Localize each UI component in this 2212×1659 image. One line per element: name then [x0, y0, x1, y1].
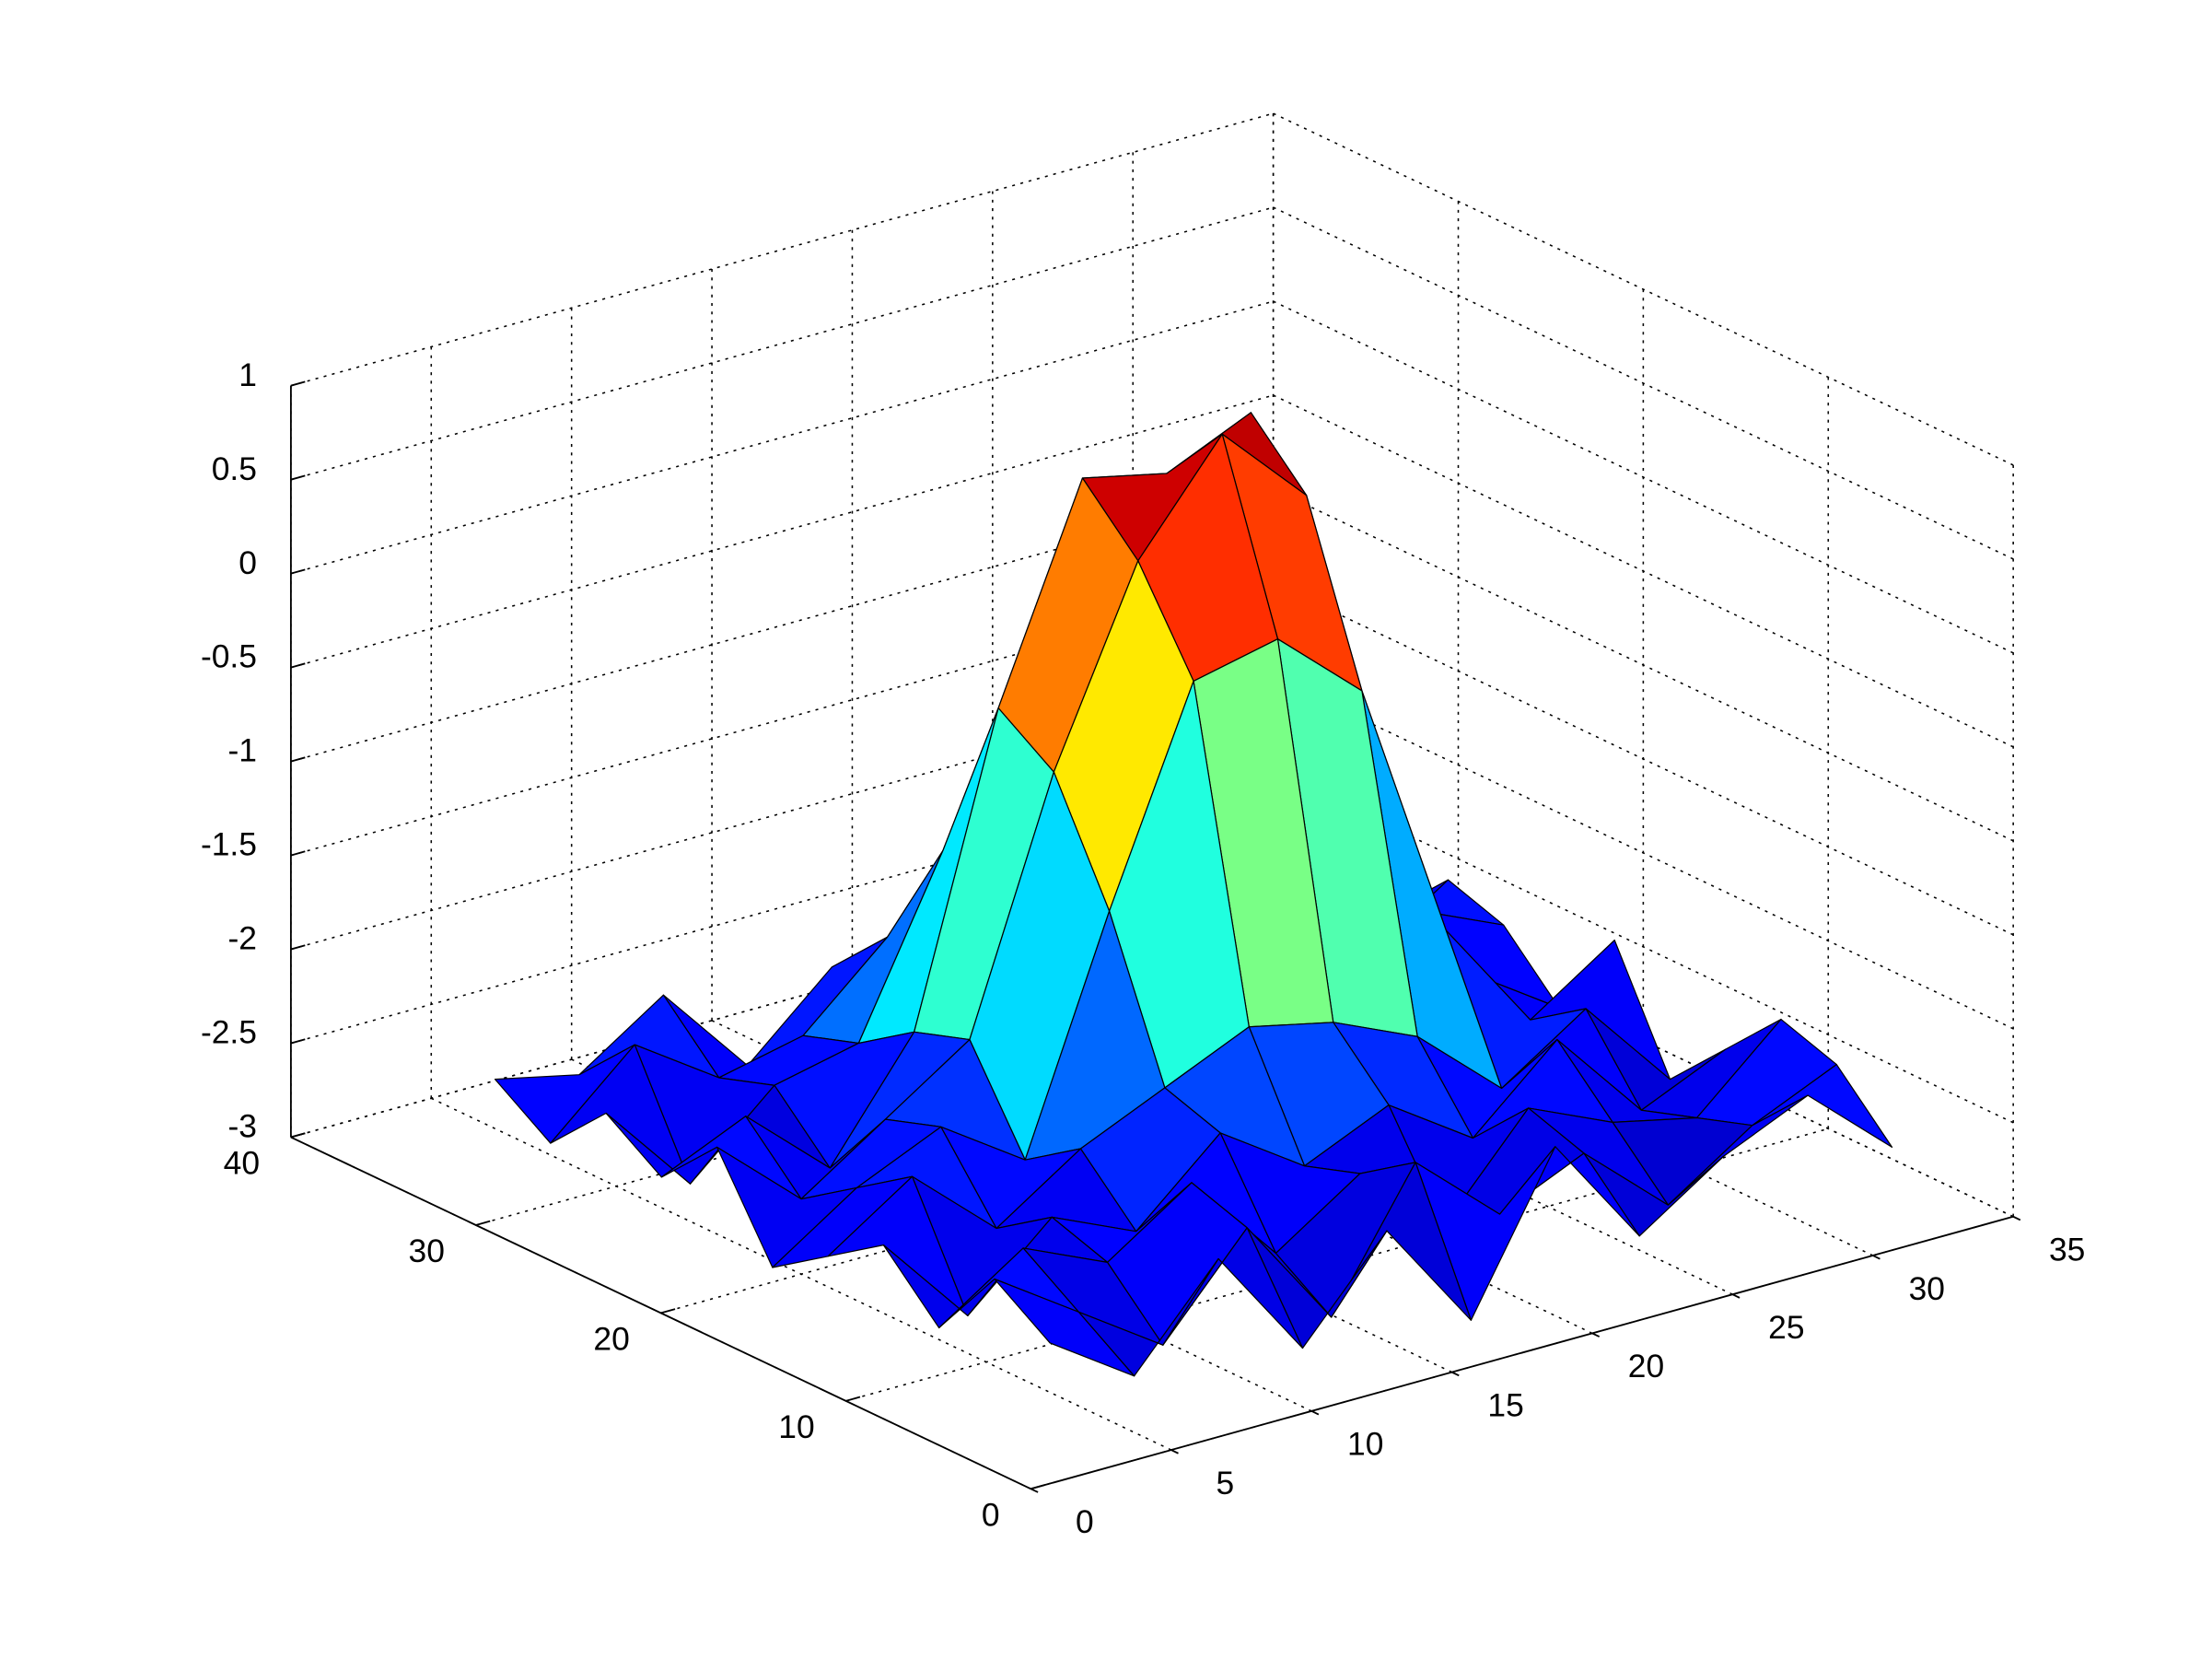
- y-tick: [660, 1308, 676, 1314]
- x-tick-label: 35: [2049, 1232, 2085, 1268]
- z-tick-label: -2: [227, 920, 256, 957]
- z-tick: [290, 850, 306, 857]
- grid-line: [1273, 300, 2014, 654]
- z-tick: [290, 944, 306, 951]
- x-tick: [1030, 1488, 1039, 1493]
- z-tick: [290, 662, 306, 669]
- z-tick-label: -1.5: [201, 826, 257, 863]
- grid-line: [1273, 206, 2014, 560]
- z-tick-label: -3: [227, 1108, 256, 1145]
- z-tick-label: 0: [239, 544, 257, 581]
- y-tick-label: 0: [982, 1496, 1000, 1533]
- x-tick: [1170, 1449, 1179, 1455]
- z-tick-label: -1: [227, 732, 256, 769]
- x-tick: [2012, 1215, 2021, 1221]
- surface: [494, 412, 1893, 1377]
- x-tick-label: 10: [1347, 1426, 1383, 1463]
- x-tick-label: 15: [1487, 1386, 1523, 1423]
- x-tick: [1731, 1293, 1740, 1299]
- y-tick-label: 20: [593, 1321, 629, 1358]
- x-tick-label: 30: [1909, 1270, 1945, 1307]
- y-tick-label: 10: [778, 1408, 814, 1445]
- grid-line: [1273, 488, 2014, 842]
- grid-line: [1273, 112, 2014, 466]
- x-tick-label: 20: [1628, 1348, 1664, 1384]
- z-tick: [290, 1132, 306, 1139]
- z-tick: [290, 756, 306, 763]
- surface-facet: [994, 1278, 1135, 1377]
- x-tick-label: 0: [1076, 1503, 1094, 1540]
- z-tick-label: 0.5: [212, 450, 257, 487]
- y-tick: [475, 1220, 491, 1226]
- z-tick: [290, 1038, 306, 1045]
- x-tick-label: 5: [1216, 1465, 1234, 1501]
- z-tick: [290, 380, 306, 387]
- z-tick: [290, 474, 306, 481]
- z-tick-label: -2.5: [201, 1014, 257, 1051]
- z-tick-label: -0.5: [201, 638, 257, 675]
- y-tick: [1030, 1484, 1046, 1490]
- x-tick: [1872, 1255, 1880, 1260]
- y-tick: [845, 1396, 861, 1402]
- y-tick-label: 40: [224, 1145, 260, 1182]
- x-tick: [1451, 1371, 1460, 1377]
- x-tick: [1591, 1332, 1601, 1338]
- grid-line: [1273, 582, 2014, 936]
- z-tick-label: 1: [239, 356, 257, 393]
- grid-line: [1273, 394, 2014, 748]
- y-tick-label: 30: [409, 1233, 445, 1269]
- x-tick: [1310, 1410, 1320, 1416]
- x-axis: [1030, 1215, 2014, 1490]
- x-tick-label: 25: [1768, 1309, 1804, 1346]
- z-tick: [290, 568, 306, 575]
- grid-line: [1273, 676, 2014, 1030]
